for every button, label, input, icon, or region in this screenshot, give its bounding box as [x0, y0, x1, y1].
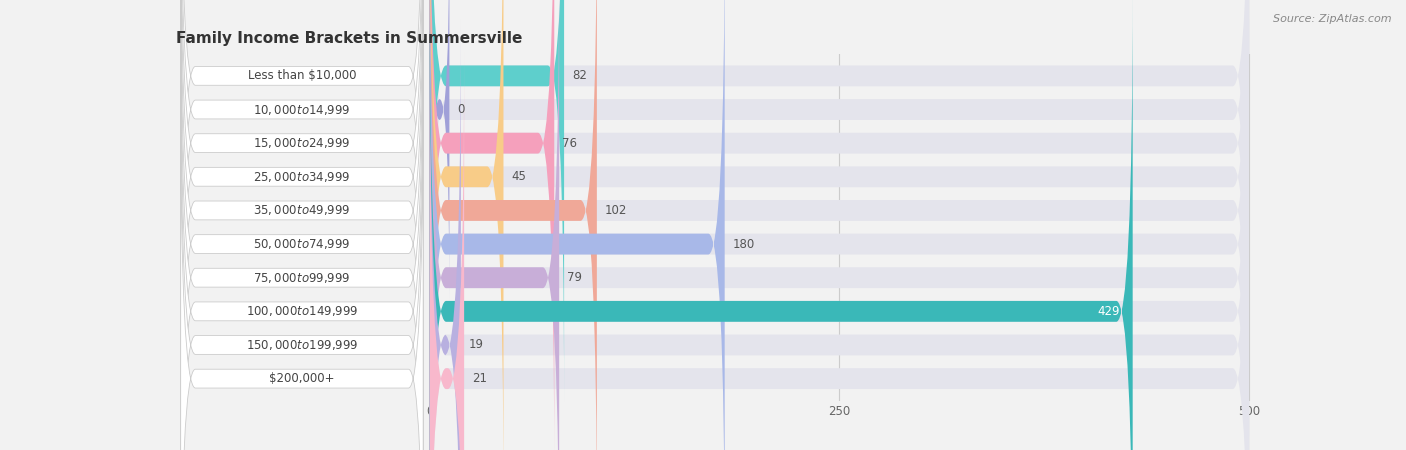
FancyBboxPatch shape [180, 0, 423, 403]
FancyBboxPatch shape [430, 0, 1249, 450]
Text: 429: 429 [1097, 305, 1119, 318]
FancyBboxPatch shape [430, 0, 1249, 402]
Text: $100,000 to $149,999: $100,000 to $149,999 [246, 304, 359, 318]
FancyBboxPatch shape [180, 0, 423, 450]
FancyBboxPatch shape [430, 0, 598, 450]
Text: 79: 79 [568, 271, 582, 284]
Text: Source: ZipAtlas.com: Source: ZipAtlas.com [1274, 14, 1392, 23]
Text: $25,000 to $34,999: $25,000 to $34,999 [253, 170, 350, 184]
Text: 76: 76 [562, 137, 578, 150]
FancyBboxPatch shape [430, 0, 724, 450]
Text: 180: 180 [733, 238, 755, 251]
FancyBboxPatch shape [430, 19, 1249, 450]
FancyBboxPatch shape [430, 0, 1249, 436]
FancyBboxPatch shape [430, 0, 1249, 450]
Text: 82: 82 [572, 69, 588, 82]
FancyBboxPatch shape [430, 0, 564, 402]
FancyBboxPatch shape [180, 52, 423, 450]
Text: $35,000 to $49,999: $35,000 to $49,999 [253, 203, 350, 217]
Text: $50,000 to $74,999: $50,000 to $74,999 [253, 237, 350, 251]
Text: $10,000 to $14,999: $10,000 to $14,999 [253, 103, 350, 117]
Text: $75,000 to $99,999: $75,000 to $99,999 [253, 271, 350, 285]
FancyBboxPatch shape [180, 0, 423, 436]
Text: 102: 102 [605, 204, 627, 217]
FancyBboxPatch shape [430, 0, 1133, 450]
FancyBboxPatch shape [180, 18, 423, 450]
FancyBboxPatch shape [430, 53, 1249, 450]
Text: 45: 45 [512, 170, 526, 183]
Text: 0: 0 [457, 103, 465, 116]
Text: $200,000+: $200,000+ [269, 372, 335, 385]
Text: 19: 19 [470, 338, 484, 351]
FancyBboxPatch shape [430, 0, 450, 301]
Text: $15,000 to $24,999: $15,000 to $24,999 [253, 136, 350, 150]
FancyBboxPatch shape [430, 0, 1249, 450]
Text: $150,000 to $199,999: $150,000 to $199,999 [246, 338, 359, 352]
FancyBboxPatch shape [430, 0, 1249, 450]
FancyBboxPatch shape [430, 0, 1249, 450]
FancyBboxPatch shape [180, 0, 423, 450]
FancyBboxPatch shape [180, 0, 423, 450]
FancyBboxPatch shape [180, 86, 423, 450]
Text: Family Income Brackets in Summersville: Family Income Brackets in Summersville [176, 31, 522, 46]
FancyBboxPatch shape [430, 0, 503, 450]
FancyBboxPatch shape [430, 53, 464, 450]
FancyBboxPatch shape [430, 0, 1249, 450]
FancyBboxPatch shape [180, 0, 423, 369]
Text: Less than $10,000: Less than $10,000 [247, 69, 356, 82]
FancyBboxPatch shape [180, 0, 423, 450]
FancyBboxPatch shape [430, 19, 461, 450]
FancyBboxPatch shape [430, 0, 560, 450]
FancyBboxPatch shape [430, 0, 554, 450]
Text: 21: 21 [472, 372, 488, 385]
